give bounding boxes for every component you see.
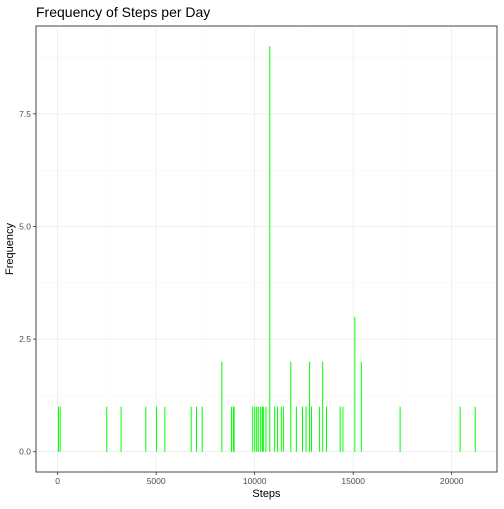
- y-tick-label: 2.5: [19, 334, 31, 344]
- chart-title: Frequency of Steps per Day: [36, 4, 210, 20]
- y-tick-label: 5.0: [19, 221, 31, 231]
- plot-panel-border: [35, 25, 498, 473]
- x-tick-label: 10000: [243, 476, 267, 486]
- x-axis-title: Steps: [252, 488, 281, 500]
- x-tick-label: 5000: [147, 476, 166, 486]
- bars-layer: [57, 46, 476, 452]
- ticks-layer: 0 5000 10000 15000 20000 0.0 2.5 5.0 7.5: [19, 109, 464, 486]
- x-tick-label: 15000: [341, 476, 365, 486]
- grid-layer: [36, 26, 497, 472]
- y-tick-label: 7.5: [19, 109, 31, 119]
- x-tick-label: 0: [55, 476, 60, 486]
- x-tick-label: 20000: [440, 476, 464, 486]
- y-tick-label: 0.0: [19, 447, 31, 457]
- y-axis-title: Frequency: [4, 223, 16, 275]
